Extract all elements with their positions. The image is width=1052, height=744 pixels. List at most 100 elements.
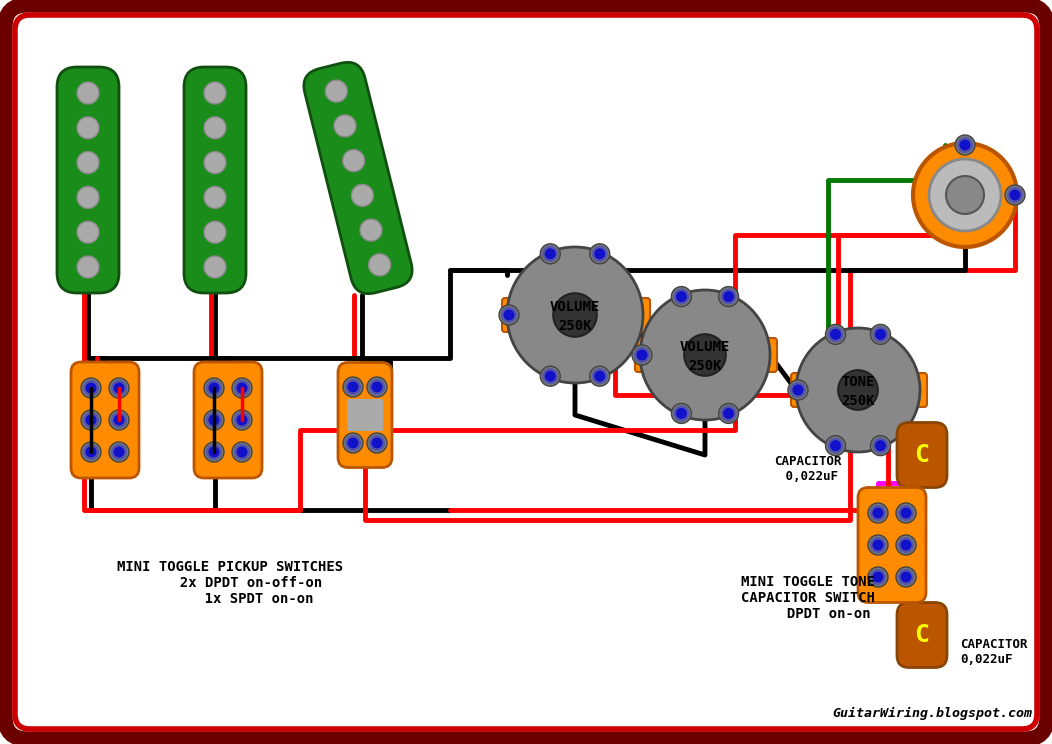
Circle shape [208,414,220,426]
Circle shape [870,505,886,521]
Circle shape [1005,185,1025,205]
Circle shape [875,440,886,451]
Text: C: C [914,623,930,647]
Text: 250K: 250K [688,359,722,373]
Circle shape [872,571,884,583]
Circle shape [684,334,726,376]
FancyBboxPatch shape [897,603,947,667]
Circle shape [719,403,739,423]
FancyBboxPatch shape [194,362,262,478]
Circle shape [719,286,739,307]
Circle shape [77,117,99,139]
Circle shape [898,505,914,521]
Circle shape [369,379,385,395]
Circle shape [77,221,99,243]
Circle shape [872,539,884,551]
Circle shape [1007,187,1023,203]
FancyBboxPatch shape [757,338,777,372]
Circle shape [955,135,975,155]
Circle shape [671,403,691,423]
Circle shape [77,82,99,104]
Circle shape [721,289,736,304]
Circle shape [545,371,555,382]
Circle shape [81,410,101,430]
Circle shape [868,567,888,587]
Circle shape [504,310,514,321]
Circle shape [237,382,247,394]
Circle shape [343,377,363,397]
Circle shape [591,246,608,262]
Circle shape [542,368,559,384]
Circle shape [872,327,889,342]
Text: VOLUME: VOLUME [550,300,600,314]
Circle shape [347,437,359,449]
Circle shape [347,382,359,393]
FancyBboxPatch shape [184,67,246,293]
Circle shape [232,442,252,462]
Circle shape [913,143,1017,247]
Circle shape [868,535,888,555]
Circle shape [957,137,973,153]
Circle shape [208,382,220,394]
Circle shape [206,412,222,428]
Text: 250K: 250K [842,394,875,408]
Circle shape [545,248,555,260]
Circle shape [343,433,363,453]
Circle shape [828,437,844,454]
Circle shape [85,382,97,394]
Circle shape [367,433,387,453]
FancyBboxPatch shape [338,362,392,467]
Circle shape [929,159,1002,231]
Circle shape [85,414,97,426]
Circle shape [870,569,886,585]
Circle shape [830,440,841,451]
Circle shape [826,436,846,455]
Circle shape [237,414,247,426]
Circle shape [870,324,890,344]
Circle shape [204,82,226,104]
Circle shape [788,380,808,400]
Circle shape [345,435,361,451]
Circle shape [872,507,884,519]
Circle shape [590,244,610,264]
FancyBboxPatch shape [897,423,947,487]
Circle shape [868,503,888,523]
Circle shape [673,289,689,304]
Text: MINI TOGGLE TONE
CAPACITOR SWITCH
     DPDT on-on: MINI TOGGLE TONE CAPACITOR SWITCH DPDT o… [741,575,875,621]
Circle shape [204,187,226,208]
Circle shape [234,412,250,428]
Circle shape [896,535,916,555]
Circle shape [501,307,517,323]
FancyBboxPatch shape [5,5,1047,739]
Circle shape [371,382,383,393]
Circle shape [723,291,734,302]
Text: CAPACITOR
0,022uF: CAPACITOR 0,022uF [960,638,1028,666]
FancyBboxPatch shape [304,62,412,294]
FancyBboxPatch shape [635,338,655,372]
Circle shape [675,291,687,302]
Circle shape [590,366,610,386]
Circle shape [875,329,886,340]
Circle shape [371,437,383,449]
Circle shape [204,152,226,173]
FancyBboxPatch shape [630,298,650,332]
Circle shape [553,293,596,337]
Circle shape [542,246,559,262]
Circle shape [109,410,129,430]
Circle shape [723,408,734,419]
Circle shape [85,446,97,458]
Circle shape [901,507,911,519]
Circle shape [507,247,643,383]
Circle shape [671,286,691,307]
Circle shape [333,115,356,137]
Text: MINI TOGGLE PICKUP SWITCHES
     2x DPDT on-off-on
       1x SPDT on-on: MINI TOGGLE PICKUP SWITCHES 2x DPDT on-o… [117,560,343,606]
Circle shape [204,442,224,462]
Circle shape [591,368,608,384]
Circle shape [898,569,914,585]
FancyBboxPatch shape [791,373,811,407]
Circle shape [114,382,124,394]
Text: CAPACITOR
 0,022uF: CAPACITOR 0,022uF [774,455,842,483]
Circle shape [675,408,687,419]
Circle shape [114,414,124,426]
Circle shape [594,248,605,260]
